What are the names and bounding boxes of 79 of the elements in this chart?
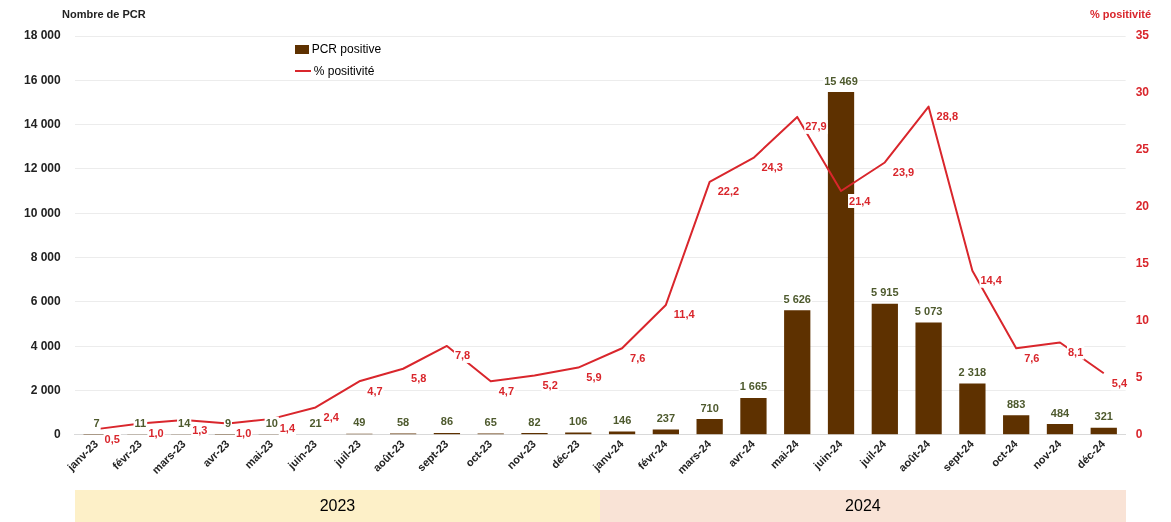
data-label: 321 [1094,410,1113,423]
data-label: 86 [440,415,454,428]
data-label: 5,2 [542,379,558,392]
text: 2024 [600,490,1126,522]
y-tick-label: 2 000 [30,382,62,397]
data-label: 27,9 [805,120,827,133]
data-label: 2,4 [323,411,340,424]
bar [871,303,898,435]
data-label: 58 [397,416,410,429]
bar [1046,424,1074,435]
data-label: 21,4 [849,194,872,207]
y2-tick-label: 20 [1135,199,1150,214]
data-label: 14 [178,417,192,430]
y-tick-label: 4 000 [30,338,62,353]
data-label: 146 [612,414,632,427]
data-label: 10 [265,417,278,430]
bar [740,397,767,435]
y-tick-label: 12 000 [24,161,62,176]
bar [696,419,723,435]
data-label: 21 [309,416,322,429]
y-tick-label: 16 000 [24,72,62,87]
data-label: 5 626 [783,292,811,305]
bar [784,310,811,435]
legend-label: PCR positive [311,42,382,56]
data-label: 1,3 [192,423,208,436]
y2-tick-label: 25 [1135,142,1150,157]
y2-tick-label: 5 [1135,370,1143,385]
data-label: 7 [93,417,100,430]
data-label: 106 [569,415,588,428]
data-label: 1,4 [279,422,296,435]
data-label: 7,6 [630,351,646,364]
y-tick-label: 14 000 [24,116,62,131]
bar [1003,415,1030,435]
y2-tick-label: 15 [1135,256,1150,271]
data-label: 7,6 [1024,351,1040,364]
data-label: 237 [656,412,676,425]
data-label: 11 [134,417,147,430]
y-axis-title: Nombre de PCR [62,8,146,20]
data-label: 1,0 [235,426,252,439]
data-label: 484 [1050,406,1071,419]
data-label: 710 [700,401,719,414]
data-label: 7,8 [454,349,471,362]
data-label: 4,7 [498,384,514,397]
data-label: 2 318 [958,366,987,378]
y-tick-label: 10 000 [24,205,62,220]
y-tick-label: 0 [54,427,62,442]
data-label: 82 [528,415,541,428]
bar [915,322,942,435]
bar [959,383,986,435]
y2-tick-label: 30 [1135,85,1150,100]
data-label: 23,9 [892,166,915,179]
data-label: 24,3 [761,161,783,174]
y-tick-label: 8 000 [30,249,62,264]
y-tick-label: 6 000 [30,294,62,309]
bar [1090,427,1117,435]
data-label: 5 915 [871,286,899,299]
data-label: 5,8 [411,372,427,385]
y2-tick-label: 10 [1135,313,1150,328]
data-label: 28,8 [936,110,959,123]
data-label: 65 [484,415,497,428]
data-label: 5,4 [1111,376,1128,389]
data-label: 883 [1007,397,1026,410]
y2-axis-title: % positivité [1089,8,1151,20]
y2-tick-label: 35 [1135,28,1150,43]
data-label: 1 665 [739,380,768,393]
data-label: 22,2 [717,185,740,198]
data-label: 5,9 [586,371,602,384]
data-label: 5 073 [914,304,943,317]
data-label: 14,4 [980,274,1003,287]
data-label: 49 [353,416,366,429]
data-label: 11,4 [673,308,696,321]
data-label: 1,0 [148,426,164,439]
data-label: 15 469 [824,74,858,87]
y-tick-label: 18 000 [24,28,62,43]
y2-tick-label: 0 [1135,427,1143,442]
legend-label: % positivité [313,64,375,78]
text: 2023 [74,490,601,522]
data-label: 8,1 [1067,346,1084,359]
data-label: 4,7 [367,384,383,397]
